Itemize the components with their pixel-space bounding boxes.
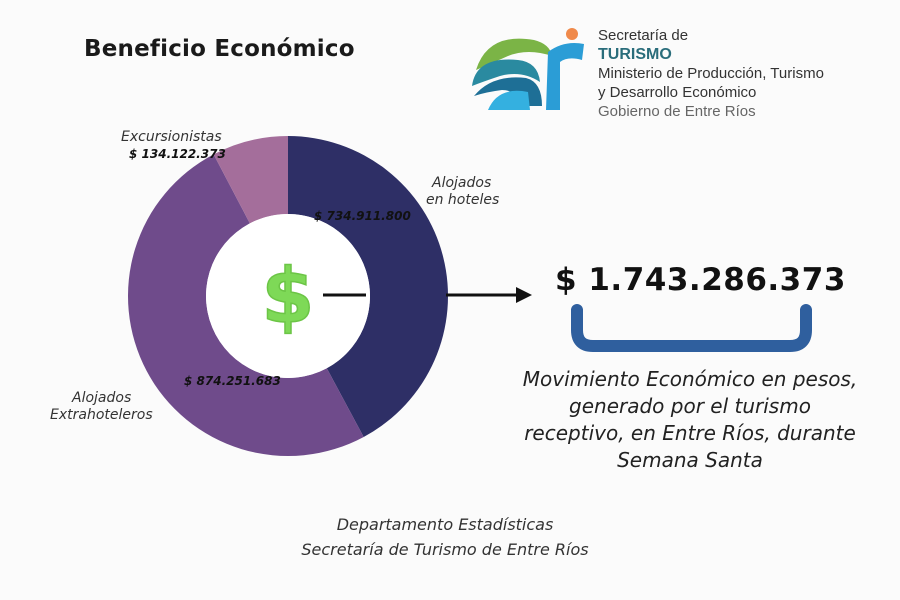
description-line-1: Movimiento Económico en pesos,	[522, 367, 858, 391]
description-line-2: generado por el turismo	[569, 394, 811, 418]
label-hoteles-line2: en hoteles	[426, 192, 500, 208]
logo-line-5: Gobierno de Entre Ríos	[598, 103, 756, 120]
arrow-head-icon	[516, 287, 532, 303]
donut-hole	[206, 214, 370, 378]
dollar-sign-icon: $	[262, 251, 315, 340]
label-excursionistas: Excursionistas	[121, 129, 222, 145]
label-hoteles: Alojados en hoteles	[426, 175, 499, 209]
secretaria-turismo-logo: Secretaría de TURISMO Ministerio de Prod…	[468, 26, 888, 122]
slice-excursionistas	[213, 136, 288, 224]
slice-alojados-hoteles	[288, 136, 448, 437]
label-extra-line1: Alojados	[72, 390, 132, 406]
logo-line-1: Secretaría de	[598, 27, 689, 44]
footer-line-1: Departamento Estadísticas	[336, 515, 554, 534]
footer-line-2: Secretaría de Turismo de Entre Ríos	[301, 540, 589, 559]
slice-alojados-extrahoteleros	[127, 154, 364, 457]
description: Movimiento Económico en pesos, generado …	[505, 366, 875, 474]
description-line-3: receptivo, en Entre Ríos, durante	[524, 421, 856, 445]
value-hoteles: $ 734.911.800	[314, 209, 411, 223]
bracket-icon	[571, 304, 812, 352]
value-excursionistas: $ 134.122.373	[129, 147, 226, 161]
label-extra-line2: Extrahoteleros	[50, 407, 153, 423]
value-extrahoteleros: $ 874.251.683	[184, 374, 281, 388]
logo-line-4: y Desarrollo Económico	[598, 84, 757, 101]
logo-mark-icon	[472, 28, 584, 110]
description-line-4: Semana Santa	[617, 448, 763, 472]
label-extrahoteleros: Alojados Extrahoteleros	[50, 390, 153, 424]
label-hoteles-line1: Alojados	[432, 175, 492, 191]
logo-line-2: TURISMO	[598, 46, 672, 63]
total-amount: $ 1.743.286.373	[555, 262, 846, 298]
logo-line-3: Ministerio de Producción, Turismo	[598, 65, 824, 82]
page-title: Beneficio Económico	[84, 36, 355, 62]
